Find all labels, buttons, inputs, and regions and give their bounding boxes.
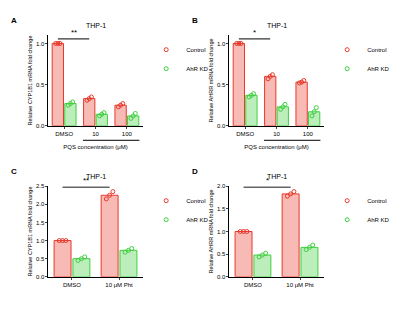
svg-text:0.0: 0.0 (36, 123, 45, 129)
svg-text:A: A (11, 16, 17, 25)
svg-text:10 μM Pht: 10 μM Pht (286, 282, 314, 288)
svg-text:AhR KD: AhR KD (367, 217, 389, 223)
svg-text:C: C (11, 167, 17, 176)
svg-text:*: * (266, 176, 269, 185)
svg-text:Control: Control (367, 198, 386, 204)
svg-text:Control: Control (367, 47, 386, 53)
svg-text:THP-1: THP-1 (267, 173, 287, 180)
svg-text:1.5: 1.5 (217, 206, 226, 212)
svg-text:100: 100 (303, 131, 314, 137)
svg-text:DMSO: DMSO (55, 131, 73, 137)
svg-text:THP-1: THP-1 (267, 22, 287, 29)
svg-text:AhR KD: AhR KD (367, 66, 389, 72)
svg-text:PQS concentration (μM): PQS concentration (μM) (244, 144, 308, 150)
svg-text:0.5: 0.5 (217, 82, 226, 88)
svg-text:Relative AHRR mRNA fold change: Relative AHRR mRNA fold change (208, 38, 214, 122)
svg-text:Relative CYP1B1 mRNA fold chan: Relative CYP1B1 mRNA fold change (27, 36, 33, 126)
svg-text:PQS concentration (μM): PQS concentration (μM) (63, 144, 127, 150)
svg-text:*: * (253, 28, 256, 37)
svg-text:0.0: 0.0 (217, 123, 226, 129)
svg-text:D: D (192, 167, 198, 176)
svg-text:**: ** (83, 176, 89, 185)
svg-text:10: 10 (273, 131, 280, 137)
svg-text:2.0: 2.0 (36, 201, 45, 207)
svg-text:0.5: 0.5 (217, 251, 226, 257)
svg-text:Control: Control (186, 47, 205, 53)
svg-text:1.0: 1.0 (217, 229, 226, 235)
svg-text:Control: Control (186, 198, 205, 204)
svg-text:DMSO: DMSO (244, 282, 262, 288)
svg-text:1.0: 1.0 (36, 238, 45, 244)
svg-text:THP-1: THP-1 (86, 22, 106, 29)
svg-text:**: ** (71, 28, 77, 37)
svg-text:2.5: 2.5 (36, 183, 45, 189)
svg-text:0.5: 0.5 (36, 256, 45, 262)
svg-text:DMSO: DMSO (63, 282, 81, 288)
svg-text:AhR KD: AhR KD (186, 66, 208, 72)
svg-text:0.0: 0.0 (217, 274, 226, 280)
svg-text:2.0: 2.0 (217, 183, 226, 189)
svg-text:DMSO: DMSO (236, 131, 254, 137)
svg-text:10 μM Pht: 10 μM Pht (105, 282, 133, 288)
svg-text:1.0: 1.0 (217, 41, 226, 47)
svg-text:Relative AHRR mRNA fold change: Relative AHRR mRNA fold change (208, 189, 214, 273)
svg-text:10: 10 (92, 131, 99, 137)
svg-text:100: 100 (122, 131, 133, 137)
svg-text:B: B (192, 16, 198, 25)
svg-text:THP-1: THP-1 (86, 173, 106, 180)
svg-text:AhR KD: AhR KD (186, 217, 208, 223)
svg-text:0.0: 0.0 (36, 274, 45, 280)
svg-text:0.5: 0.5 (36, 82, 45, 88)
svg-text:1.5: 1.5 (36, 220, 45, 226)
svg-text:1.0: 1.0 (36, 41, 45, 47)
svg-text:Relative CYP1B1 mRNA fold chan: Relative CYP1B1 mRNA fold change (27, 187, 33, 277)
